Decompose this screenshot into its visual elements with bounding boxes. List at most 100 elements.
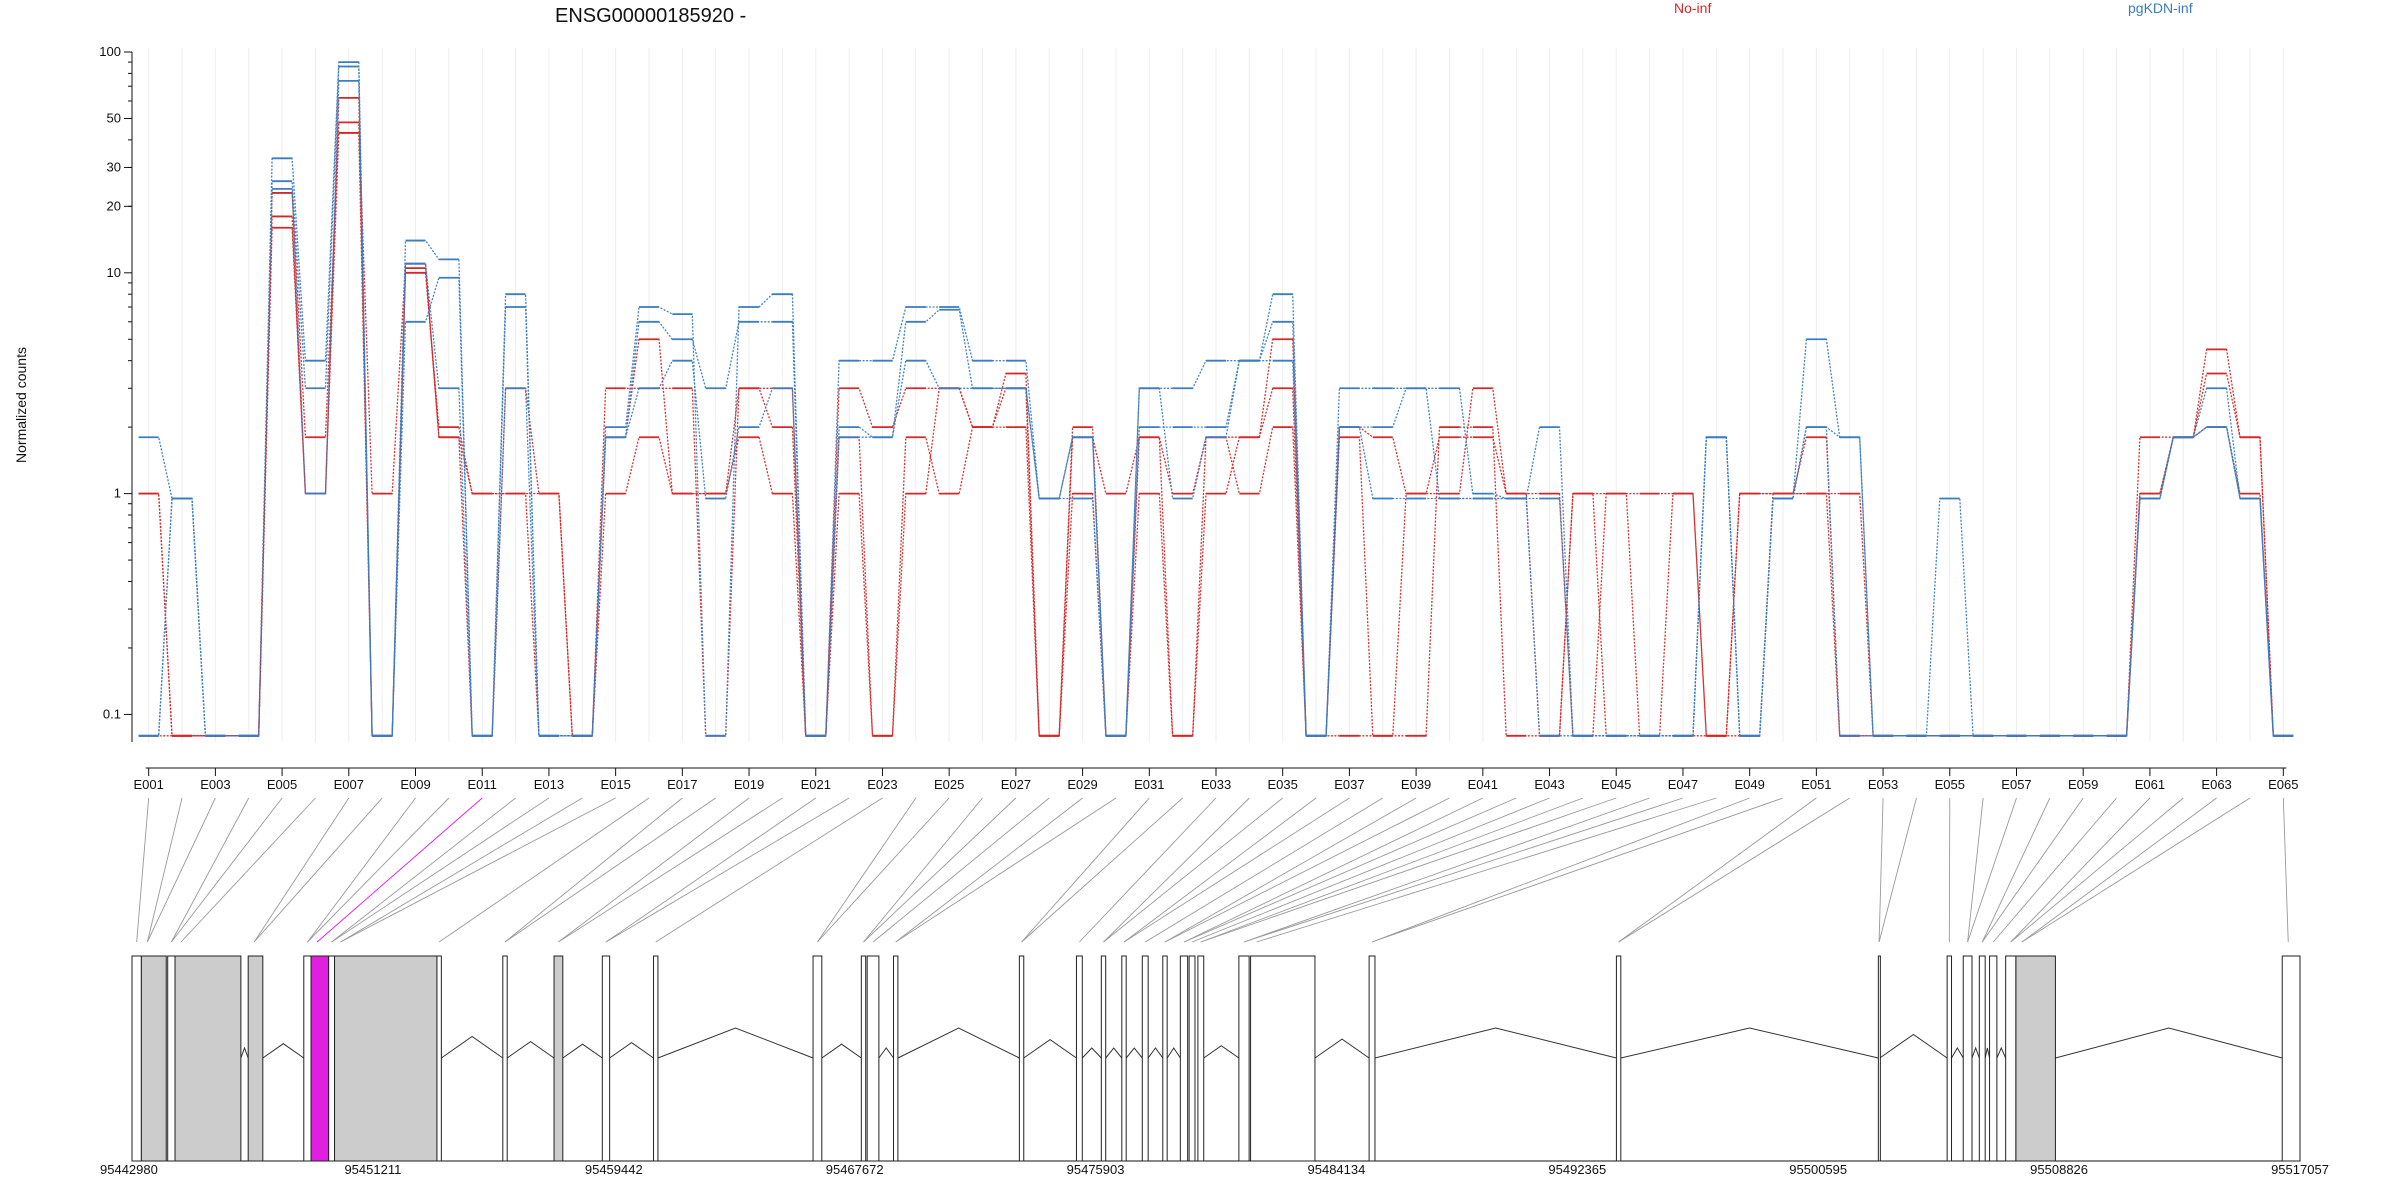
x-tick-label: E023 (867, 777, 897, 792)
exon-block (1238, 955, 1250, 1162)
intron-line (1105, 1047, 1123, 1059)
x-tick-label: E003 (200, 777, 230, 792)
exon-connector-line (1371, 797, 1784, 943)
x-tick-label: E045 (1601, 777, 1631, 792)
exon-connector-line (655, 797, 883, 943)
exon-block (1250, 955, 1316, 1162)
x-tick-label: E061 (2135, 777, 2165, 792)
exon-connector-line (558, 797, 783, 943)
exon-connector-line (504, 797, 716, 943)
exon-block (653, 955, 659, 1162)
exon-connector-line (1103, 797, 1250, 943)
y-tick-label: 20 (107, 198, 121, 213)
exon-connector-line (1243, 797, 1650, 943)
x-tick-label: E001 (133, 777, 163, 792)
genomic-coord-label: 95451211 (344, 1162, 401, 1177)
exon-connector-line (1981, 797, 2084, 943)
genomic-coord-label: 95517057 (2271, 1162, 2329, 1177)
series-line (138, 61, 2294, 737)
exon-connector-line (1183, 797, 1517, 943)
exon-connector-line (146, 797, 216, 943)
exon-connector-line (817, 797, 917, 943)
exon-connector-line (146, 797, 183, 943)
exon-block (167, 955, 176, 1162)
exon-connector-line (504, 797, 683, 943)
genomic-coord-label: 95459442 (585, 1162, 643, 1177)
exon-block (303, 955, 312, 1162)
x-tick-label: E037 (1334, 777, 1364, 792)
exon-connector-line (1992, 797, 2117, 943)
exon-block (1368, 955, 1376, 1162)
exon-block (247, 955, 264, 1162)
genomic-coord-label: 95500595 (1789, 1162, 1847, 1177)
x-tick-label: E033 (1201, 777, 1231, 792)
x-tick-label: E015 (600, 777, 630, 792)
exon-connector-line (872, 797, 1050, 943)
exon-connector-line (307, 797, 450, 943)
exon-block (502, 955, 508, 1162)
exon-connector-line (1144, 797, 1384, 943)
exon-connector-line (316, 797, 483, 943)
exon-block (328, 955, 336, 1162)
exon-connector-line (1256, 797, 1717, 943)
exon-connector-line (1103, 797, 1283, 943)
exon-connector-line (180, 797, 316, 943)
x-tick-label: E039 (1401, 777, 1431, 792)
x-tick-label: E027 (1001, 777, 1031, 792)
exon-connector-line (558, 797, 750, 943)
exon-block (131, 955, 142, 1162)
exon-block (893, 955, 899, 1162)
exon-connector-line (331, 797, 550, 943)
exon-connector-line (1183, 797, 1484, 943)
intron-line (506, 1041, 555, 1059)
exon-block (1877, 955, 1881, 1162)
genomic-coord-label: 95508826 (2030, 1162, 2088, 1177)
exon-block (1978, 955, 1986, 1162)
exon-connector-line (2021, 797, 2217, 943)
exon-block (1018, 955, 1025, 1162)
intron-line (262, 1043, 305, 1059)
exon-block (866, 955, 880, 1162)
exon-block (1179, 955, 1189, 1162)
intron-line (1971, 1046, 1980, 1059)
exon-block (860, 955, 867, 1162)
intron-line (1620, 1027, 1879, 1059)
exon-connector-line (895, 797, 1083, 943)
x-tick-label: E065 (2268, 777, 2298, 792)
y-tick-label: 100 (99, 44, 121, 59)
exon-connector-line (1191, 797, 1550, 943)
intron-line (1203, 1045, 1240, 1059)
x-tick-label: E013 (534, 777, 564, 792)
exon-connector-line (895, 797, 1117, 943)
exon-connector-line (2010, 797, 2151, 943)
exon-connector-line (1878, 797, 1917, 943)
y-tick-label: 1 (114, 486, 121, 501)
exon-block (553, 955, 564, 1162)
genomic-coord-label: 95484134 (1308, 1162, 1366, 1177)
x-tick-label: E051 (1801, 777, 1831, 792)
exon-block (1100, 955, 1107, 1162)
x-tick-label: E021 (801, 777, 831, 792)
exon-connector-line (1200, 797, 1617, 943)
x-tick-label: E049 (1734, 777, 1764, 792)
exon-connector-line (1243, 797, 1684, 943)
gene-model: 95442980 95451211 95459442 95467672 95475903… (100, 955, 2329, 1177)
x-tick-label: E007 (334, 777, 364, 792)
exon-connector-line (340, 797, 616, 943)
intron-line (1023, 1038, 1077, 1059)
exon-connector-line (253, 797, 350, 943)
exon-connector-line (1981, 797, 2051, 943)
exon-connector-line (1021, 797, 1150, 943)
exon-connector-lines (136, 797, 2289, 943)
x-tick-label: E043 (1534, 777, 1564, 792)
exon-block (2005, 955, 2017, 1162)
exon-block (1188, 955, 1196, 1162)
exon-connector-line (863, 797, 1017, 943)
intron-line (821, 1043, 862, 1059)
exon-connector-line (2010, 797, 2184, 943)
exon-block (140, 955, 167, 1162)
exon-connector-line (605, 797, 850, 943)
exon-connector-line (1878, 797, 1884, 943)
exon-block (1141, 955, 1149, 1162)
